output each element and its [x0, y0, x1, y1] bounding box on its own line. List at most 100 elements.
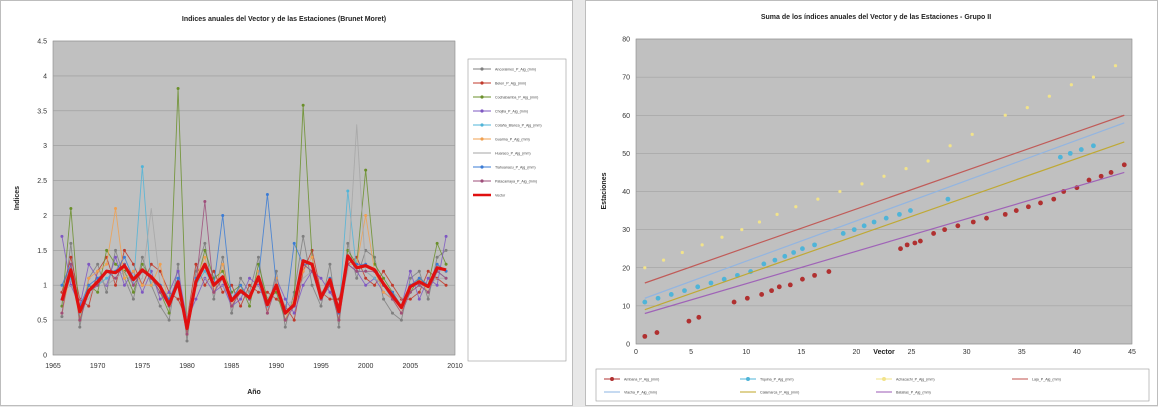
- axis-ticks: 0 0.5 1 1.5 2 2.5 3 3.5 4 4.5 1965 1970 1975 1980 1985…: [37, 39, 463, 371]
- data-point: [744, 295, 750, 301]
- data-point: [239, 276, 243, 280]
- data-point: [212, 297, 216, 301]
- data-point: [390, 283, 394, 287]
- data-point: [775, 212, 779, 216]
- data-point: [212, 269, 216, 273]
- data-point: [87, 304, 91, 308]
- data-point: [364, 283, 368, 287]
- data-point: [194, 262, 198, 266]
- data-point: [158, 304, 162, 308]
- series-layer: [642, 64, 1127, 339]
- data-point: [149, 283, 153, 287]
- data-point: [1098, 173, 1104, 179]
- data-point: [1069, 83, 1073, 87]
- data-point: [230, 311, 234, 315]
- y-tick-label: 3.5: [37, 108, 47, 115]
- data-point: [105, 290, 109, 294]
- legend-marker: [480, 123, 484, 127]
- y-axis-label: Indices: [14, 186, 21, 210]
- x-tick-label: 20: [853, 349, 861, 356]
- x-axis-label: Vector: [873, 349, 895, 356]
- x-axis-label: Año: [247, 389, 261, 396]
- y-tick-label: 80: [622, 37, 630, 44]
- data-point: [668, 292, 674, 297]
- data-point: [772, 257, 778, 263]
- data-point: [643, 266, 647, 270]
- legend-marker: [610, 377, 614, 381]
- data-point: [435, 255, 439, 259]
- x-tick-label: 45: [1128, 349, 1136, 356]
- data-point: [720, 235, 724, 239]
- data-point: [1025, 106, 1029, 110]
- data-point: [301, 103, 305, 107]
- data-point: [256, 262, 260, 266]
- data-point: [417, 297, 421, 301]
- x-tick-label: 2010: [447, 363, 463, 370]
- data-point: [140, 165, 144, 169]
- data-point: [696, 314, 702, 320]
- data-point: [122, 276, 126, 280]
- data-point: [176, 262, 180, 266]
- data-point: [301, 234, 305, 238]
- series-line: [61, 236, 447, 321]
- data-point: [435, 241, 439, 245]
- data-point: [912, 240, 918, 246]
- chart-panel-right: Suma de los índices anuales del Vector y…: [585, 0, 1158, 406]
- data-point: [1108, 170, 1114, 175]
- data-point: [122, 255, 126, 259]
- legend: Ambana_P_Ajg_(mm) Tiquina_P_Ajg_(mm) Achac…: [604, 377, 1061, 394]
- data-point: [221, 255, 225, 259]
- data-point: [955, 223, 961, 229]
- legend-label: Achacachi_P_Ajg_(mm): [896, 377, 935, 381]
- data-point: [69, 206, 73, 210]
- data-point: [131, 297, 135, 301]
- y-tick-label: 1: [43, 283, 47, 290]
- data-point: [239, 304, 243, 308]
- x-tick-label: 5: [689, 349, 693, 356]
- data-point: [364, 168, 368, 172]
- y-tick-label: 0: [626, 342, 630, 349]
- data-point: [60, 234, 64, 238]
- data-point: [838, 189, 842, 194]
- x-tick-label: 1970: [90, 363, 106, 370]
- data-point: [444, 276, 448, 280]
- data-point: [408, 269, 412, 273]
- data-point: [346, 241, 350, 245]
- data-point: [686, 318, 692, 324]
- data-point: [642, 333, 648, 339]
- data-point: [970, 219, 976, 225]
- data-point: [239, 283, 243, 287]
- data-point: [883, 215, 889, 221]
- data-point: [131, 290, 135, 294]
- legend-label: Cochabamba_P_Ajg_(mm): [495, 95, 538, 99]
- data-point: [426, 297, 430, 301]
- data-point: [695, 284, 701, 290]
- y-tick-label: 20: [622, 265, 630, 272]
- data-point: [355, 269, 359, 273]
- x-tick-label: 2005: [403, 363, 419, 370]
- data-point: [114, 283, 118, 287]
- legend-label: Tiahuanacu_P_Ajg_(mm): [495, 165, 536, 169]
- y-tick-label: 40: [622, 189, 630, 196]
- data-point: [203, 248, 207, 252]
- data-point: [904, 242, 910, 248]
- data-point: [185, 339, 189, 343]
- data-point: [131, 269, 135, 273]
- x-tick-label: 25: [908, 349, 916, 356]
- data-point: [426, 269, 430, 273]
- data-point: [1003, 113, 1007, 117]
- data-point: [283, 325, 287, 329]
- data-point: [800, 276, 805, 282]
- x-tick-label: 35: [1018, 349, 1026, 356]
- legend-label: Guarina_P_Ajg_(mm): [495, 137, 530, 141]
- data-point: [364, 269, 368, 273]
- data-point: [382, 276, 386, 280]
- data-point: [654, 330, 660, 335]
- data-point: [791, 250, 797, 255]
- y-tick-label: 60: [622, 113, 630, 120]
- data-point: [945, 196, 951, 202]
- data-point: [158, 269, 162, 273]
- data-point: [203, 241, 207, 245]
- legend-marker: [480, 165, 484, 169]
- data-point: [417, 290, 421, 294]
